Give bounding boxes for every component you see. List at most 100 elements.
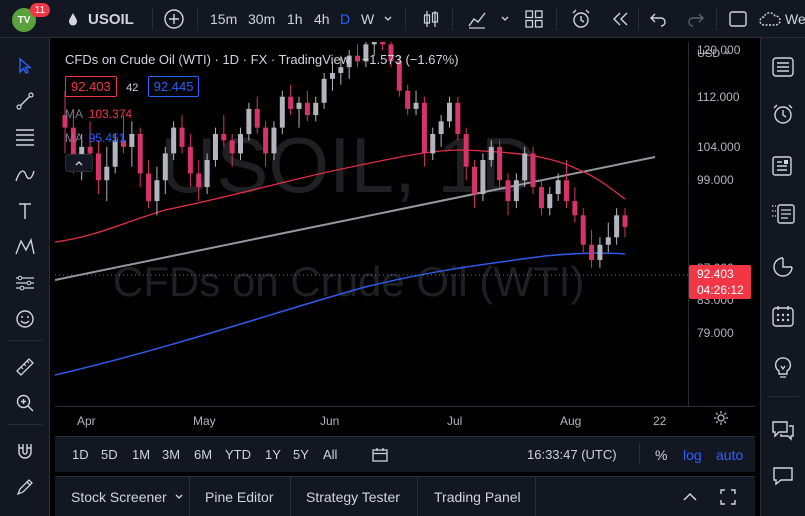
- candle-body: [254, 108, 260, 128]
- candle-body: [62, 115, 68, 128]
- candle-body: [455, 102, 461, 134]
- data-window-button[interactable]: [769, 200, 797, 228]
- candle-body: [104, 166, 110, 181]
- prediction-tool[interactable]: [12, 270, 38, 296]
- compare-add-button[interactable]: [163, 0, 185, 38]
- alerts-button[interactable]: [769, 100, 797, 128]
- range-3m[interactable]: 3M: [162, 447, 181, 462]
- ruler-tool[interactable]: [12, 354, 38, 380]
- candle-body: [146, 173, 152, 202]
- fib-tool[interactable]: [12, 124, 38, 150]
- moving-average-blue[interactable]: [55, 252, 626, 376]
- interval-d[interactable]: D: [340, 11, 351, 27]
- range-5d[interactable]: 5D: [101, 447, 118, 462]
- text-tool[interactable]: [12, 198, 38, 224]
- candle-body: [304, 102, 310, 116]
- range-all[interactable]: All: [323, 447, 338, 462]
- candles-icon: [423, 11, 439, 27]
- widget-toolbar: [760, 38, 805, 516]
- drop-icon: [69, 13, 77, 26]
- range-6m[interactable]: 6M: [194, 447, 213, 462]
- range-5y[interactable]: 5Y: [293, 447, 309, 462]
- candle-body: [329, 72, 335, 79]
- replay-button[interactable]: [610, 0, 630, 38]
- text-icon: [19, 203, 31, 219]
- tab-label: Trading Panel: [434, 489, 521, 505]
- interval-4h[interactable]: 4h: [314, 11, 330, 27]
- range-ytd[interactable]: YTD: [225, 447, 251, 462]
- interval-30m[interactable]: 30m: [248, 11, 276, 27]
- chart-settings-button[interactable]: [713, 410, 729, 431]
- legend-collapse-button[interactable]: [65, 154, 93, 172]
- notification-count: 11: [34, 4, 46, 16]
- candle-body: [321, 78, 327, 103]
- candle-body: [446, 102, 452, 122]
- undo-button[interactable]: [648, 0, 668, 38]
- candle-body: [597, 244, 603, 260]
- candle-body: [572, 201, 578, 216]
- candle-body: [472, 166, 478, 195]
- price-change: −1.573 (−1.67%): [361, 52, 459, 67]
- time-label: 22: [653, 414, 667, 428]
- redo-button[interactable]: [686, 0, 706, 38]
- range-1m[interactable]: 1M: [132, 447, 151, 462]
- bid-button[interactable]: 92.403: [65, 76, 117, 97]
- chart-canvas[interactable]: USOIL, 1D CFDs on Crude Oil (WTI): [55, 42, 688, 406]
- chats-button[interactable]: [769, 416, 797, 444]
- ma-legend-1[interactable]: MA 103.374: [65, 107, 132, 121]
- ask-button[interactable]: 92.445: [147, 76, 200, 97]
- messages-button[interactable]: [769, 462, 797, 490]
- calendar-button[interactable]: [769, 302, 797, 330]
- interval-dropdown[interactable]: [383, 0, 393, 38]
- log-scale-toggle[interactable]: log: [683, 447, 702, 463]
- magnet-tool[interactable]: [12, 438, 38, 464]
- tab-stock-screener[interactable]: Stock Screener: [71, 477, 184, 516]
- cloud-save-button[interactable]: We: [758, 0, 805, 38]
- brush-tool[interactable]: [12, 162, 38, 188]
- percent-scale-toggle[interactable]: %: [655, 447, 668, 463]
- range-1d[interactable]: 1D: [72, 447, 89, 462]
- trend-line-drawing[interactable]: [55, 156, 656, 281]
- interval-w[interactable]: W: [361, 11, 375, 27]
- candle-body: [421, 102, 427, 154]
- fullscreen-toggle[interactable]: [728, 0, 748, 38]
- ideas-button[interactable]: [769, 354, 797, 382]
- price-scale[interactable]: USD 120.000112.000104.00099.00087.00083.…: [688, 42, 755, 406]
- candle-body: [263, 127, 269, 154]
- watchlist-button[interactable]: [769, 53, 797, 81]
- auto-scale-toggle[interactable]: auto: [716, 447, 744, 463]
- cloud-icon: [759, 12, 781, 26]
- indicators-dropdown[interactable]: [500, 0, 510, 38]
- tab-pine-editor[interactable]: Pine Editor: [205, 477, 273, 516]
- interval-15m[interactable]: 15m: [210, 11, 238, 27]
- alert-button[interactable]: [570, 0, 592, 38]
- symbol-search-button[interactable]: USOIL: [66, 0, 134, 38]
- candle-body: [279, 96, 285, 128]
- news-button[interactable]: [769, 152, 797, 180]
- trend-line-tool[interactable]: [12, 88, 38, 114]
- layout-button[interactable]: [524, 0, 544, 38]
- moving-average-red[interactable]: [55, 149, 626, 243]
- cursor-tool[interactable]: [12, 53, 38, 79]
- pattern-tool[interactable]: [12, 234, 38, 260]
- icon-tool[interactable]: [12, 306, 38, 332]
- zoom-tool[interactable]: [12, 390, 38, 416]
- interval-1h[interactable]: 1h: [287, 11, 303, 27]
- time-label: Aug: [560, 414, 582, 428]
- currency-selector[interactable]: USD: [697, 48, 731, 60]
- maximize-panel-button[interactable]: [719, 477, 737, 516]
- goto-date-button[interactable]: [371, 447, 389, 468]
- lock-drawings-tool[interactable]: [12, 474, 38, 500]
- chart-type-button[interactable]: [420, 0, 442, 38]
- tab-trading-panel[interactable]: Trading Panel: [434, 477, 521, 516]
- utc-clock[interactable]: 16:33:47 (UTC): [527, 447, 617, 462]
- currency-label: USD: [697, 48, 721, 60]
- expand-panel-button[interactable]: [681, 477, 699, 516]
- chart-pane[interactable]: USOIL, 1D CFDs on Crude Oil (WTI) CFDs o…: [55, 42, 755, 432]
- indicators-button[interactable]: [466, 0, 488, 38]
- bid-ask-row: 92.403 42 92.445: [65, 76, 200, 97]
- range-1y[interactable]: 1Y: [265, 447, 281, 462]
- ma-legend-2[interactable]: MA 95.451: [65, 131, 125, 145]
- hotlists-button[interactable]: [769, 253, 797, 281]
- tab-strategy-tester[interactable]: Strategy Tester: [306, 477, 400, 516]
